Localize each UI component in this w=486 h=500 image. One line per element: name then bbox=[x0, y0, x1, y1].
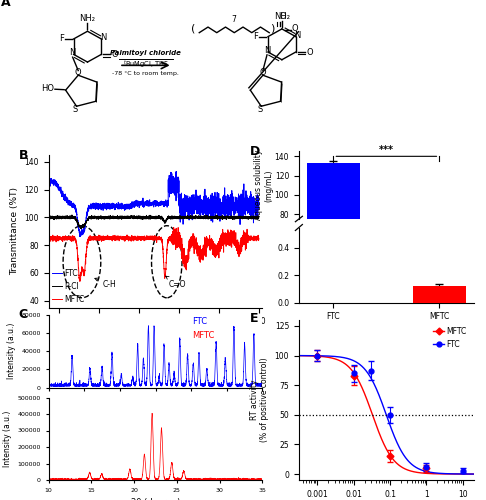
Line: P-Cl: P-Cl bbox=[45, 215, 259, 228]
Text: N: N bbox=[69, 48, 76, 58]
P-Cl bbox=[42, 215, 48, 221]
Line: FTC: FTC bbox=[45, 172, 259, 236]
Text: ): ) bbox=[270, 24, 275, 34]
FTC bbox=[69, 200, 75, 206]
MFTC bbox=[174, 238, 180, 244]
FTC bbox=[219, 202, 225, 207]
P-Cl bbox=[69, 212, 75, 218]
Bar bbox=[307, 163, 360, 292]
X-axis label: 2θ (degree): 2θ (degree) bbox=[131, 498, 180, 500]
FTC bbox=[42, 184, 48, 190]
Text: D: D bbox=[250, 144, 260, 158]
MFTC bbox=[77, 278, 83, 284]
Text: O: O bbox=[306, 48, 312, 56]
Text: N: N bbox=[100, 33, 106, 42]
Y-axis label: RT activity
(% of positive control): RT activity (% of positive control) bbox=[250, 358, 269, 442]
Y-axis label: Intensity (a.u.): Intensity (a.u.) bbox=[7, 323, 16, 380]
MFTC bbox=[219, 238, 225, 244]
Y-axis label: Transmittance (%T): Transmittance (%T) bbox=[10, 187, 19, 275]
Line: MFTC: MFTC bbox=[45, 228, 259, 281]
Text: N: N bbox=[295, 30, 301, 40]
Y-axis label: Aqueous solubility
(mg/mL): Aqueous solubility (mg/mL) bbox=[254, 150, 273, 220]
Legend: FTC, P-Cl, MFTC: FTC, P-Cl, MFTC bbox=[52, 269, 84, 304]
FTC bbox=[231, 200, 237, 206]
Text: O: O bbox=[291, 24, 298, 34]
FTC bbox=[46, 179, 52, 185]
P-Cl bbox=[69, 215, 75, 221]
P-Cl bbox=[165, 216, 171, 222]
Text: FTC: FTC bbox=[192, 316, 207, 326]
P-Cl bbox=[77, 226, 83, 232]
Text: -78 °C to room temp.: -78 °C to room temp. bbox=[112, 71, 179, 76]
Text: $^t$BuMgCl, THF: $^t$BuMgCl, THF bbox=[123, 58, 169, 70]
MFTC bbox=[46, 236, 52, 242]
Text: E: E bbox=[250, 312, 259, 325]
Text: C-H: C-H bbox=[95, 278, 117, 288]
Text: NH₂: NH₂ bbox=[80, 14, 95, 23]
Text: Palmitoyl chloride: Palmitoyl chloride bbox=[110, 50, 181, 56]
Text: N: N bbox=[264, 46, 270, 55]
MFTC bbox=[69, 238, 75, 244]
Text: S: S bbox=[72, 105, 78, 114]
Text: O: O bbox=[260, 68, 266, 78]
Text: (: ( bbox=[191, 24, 196, 34]
MFTC bbox=[256, 236, 262, 242]
Text: A: A bbox=[1, 0, 11, 8]
Text: NH₂: NH₂ bbox=[274, 12, 290, 21]
FTC bbox=[256, 202, 262, 208]
MFTC bbox=[165, 240, 171, 246]
Legend: MFTC, FTC: MFTC, FTC bbox=[430, 324, 470, 352]
Text: F: F bbox=[253, 32, 258, 41]
Text: O: O bbox=[112, 50, 118, 59]
P-Cl bbox=[256, 214, 262, 220]
P-Cl bbox=[46, 216, 52, 222]
P-Cl bbox=[174, 214, 180, 220]
Text: F: F bbox=[59, 34, 64, 43]
Polygon shape bbox=[280, 82, 282, 103]
Text: C=O: C=O bbox=[166, 276, 186, 288]
FTC bbox=[77, 234, 83, 239]
MFTC bbox=[42, 235, 48, 241]
Text: O: O bbox=[75, 68, 82, 78]
Text: 7: 7 bbox=[232, 16, 237, 24]
FTC bbox=[174, 186, 180, 192]
Text: C: C bbox=[18, 308, 28, 321]
P-Cl bbox=[219, 214, 225, 220]
P-Cl bbox=[231, 214, 237, 220]
Text: S: S bbox=[257, 105, 262, 114]
Text: O: O bbox=[279, 12, 286, 20]
Polygon shape bbox=[96, 82, 98, 103]
Text: ***: *** bbox=[379, 145, 394, 155]
Y-axis label: Intensity (a.u.): Intensity (a.u.) bbox=[3, 410, 12, 467]
X-axis label: Wavenumber (cm⁻¹): Wavenumber (cm⁻¹) bbox=[109, 332, 202, 341]
Text: MFTC: MFTC bbox=[192, 331, 214, 340]
FTC bbox=[174, 168, 179, 174]
MFTC bbox=[171, 224, 176, 230]
MFTC bbox=[231, 242, 237, 248]
Text: HO: HO bbox=[41, 84, 53, 93]
Bar bbox=[413, 286, 466, 302]
FTC bbox=[165, 203, 171, 209]
Text: B: B bbox=[18, 149, 28, 162]
